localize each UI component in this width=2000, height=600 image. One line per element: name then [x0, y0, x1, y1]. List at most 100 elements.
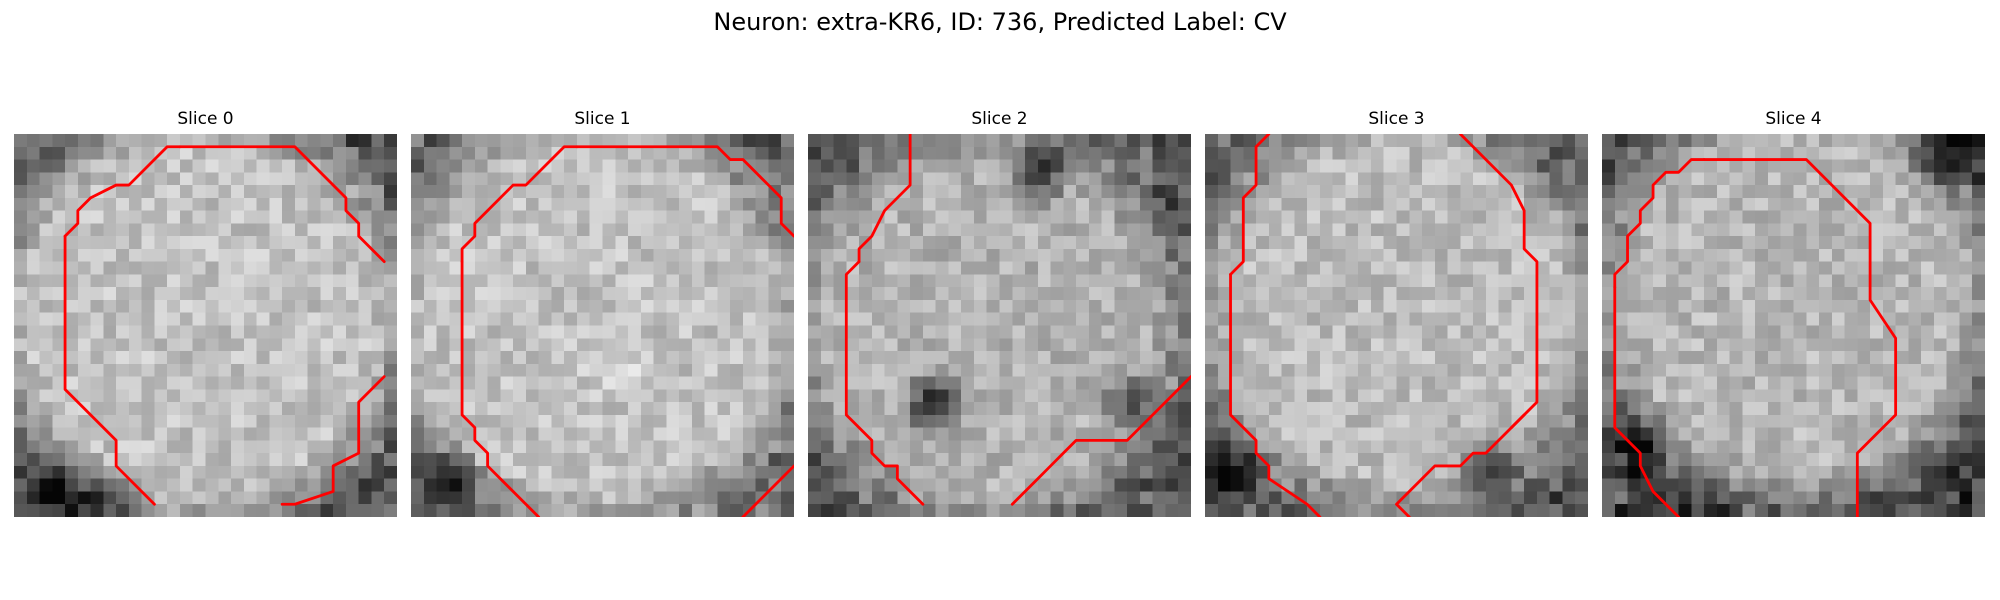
- image-pixel: [1767, 248, 1781, 262]
- image-pixel: [14, 338, 28, 352]
- image-pixel: [525, 414, 539, 428]
- image-pixel: [833, 325, 847, 339]
- image-pixel: [1447, 159, 1461, 173]
- image-pixel: [1895, 185, 1909, 199]
- image-pixel: [615, 389, 629, 403]
- image-pixel: [1127, 453, 1141, 467]
- image-pixel: [1908, 504, 1922, 517]
- image-pixel: [179, 223, 193, 237]
- image-pixel: [1831, 465, 1845, 479]
- image-pixel: [1793, 248, 1807, 262]
- image-pixel: [564, 223, 578, 237]
- image-pixel: [602, 159, 616, 173]
- image-pixel: [14, 363, 28, 377]
- image-pixel: [39, 465, 53, 479]
- image-pixel: [1063, 427, 1077, 441]
- image-pixel: [1665, 197, 1679, 211]
- image-pixel: [666, 414, 680, 428]
- image-pixel: [179, 504, 193, 517]
- image-pixel: [77, 312, 91, 326]
- image-pixel: [1447, 210, 1461, 224]
- image-pixel: [462, 223, 476, 237]
- image-pixel: [1882, 363, 1896, 377]
- image-pixel: [474, 185, 488, 199]
- image-pixel: [1498, 414, 1512, 428]
- image-pixel: [1755, 402, 1769, 416]
- image-pixel: [808, 338, 822, 352]
- image-pixel: [333, 414, 347, 428]
- image-pixel: [231, 287, 245, 301]
- image-pixel: [1307, 146, 1321, 160]
- image-pixel: [1422, 325, 1436, 339]
- image-pixel: [345, 274, 359, 288]
- image-pixel: [859, 185, 873, 199]
- image-pixel: [525, 248, 539, 262]
- image-pixel: [1307, 453, 1321, 467]
- image-pixel: [1946, 236, 1960, 250]
- image-pixel: [1755, 414, 1769, 428]
- image-pixel: [294, 440, 308, 454]
- image-pixel: [1127, 389, 1141, 403]
- image-pixel: [1396, 376, 1410, 390]
- image-pixel: [90, 236, 104, 250]
- image-pixel: [666, 440, 680, 454]
- image-pixel: [1895, 389, 1909, 403]
- image-pixel: [500, 287, 514, 301]
- image-pixel: [1780, 146, 1794, 160]
- image-pixel: [1152, 389, 1166, 403]
- image-pixel: [1370, 261, 1384, 275]
- image-pixel: [128, 376, 142, 390]
- image-pixel: [1217, 261, 1231, 275]
- image-pixel: [833, 159, 847, 173]
- image-pixel: [65, 504, 79, 517]
- image-pixel: [449, 414, 463, 428]
- image-pixel: [1793, 159, 1807, 173]
- image-pixel: [474, 478, 488, 492]
- image-pixel: [462, 465, 476, 479]
- image-pixel: [141, 248, 155, 262]
- image-pixel: [910, 465, 924, 479]
- image-pixel: [666, 287, 680, 301]
- image-pixel: [1012, 478, 1026, 492]
- image-pixel: [1575, 478, 1588, 492]
- image-pixel: [1831, 453, 1845, 467]
- image-pixel: [320, 376, 334, 390]
- image-pixel: [128, 223, 142, 237]
- image-pixel: [615, 376, 629, 390]
- image-pixel: [1921, 261, 1935, 275]
- image-pixel: [1370, 146, 1384, 160]
- image-pixel: [358, 427, 372, 441]
- image-pixel: [358, 210, 372, 224]
- image-pixel: [1536, 478, 1550, 492]
- image-pixel: [1205, 427, 1219, 441]
- image-pixel: [1780, 312, 1794, 326]
- image-pixel: [103, 465, 117, 479]
- image-pixel: [1908, 299, 1922, 313]
- image-pixel: [1691, 465, 1705, 479]
- image-pixel: [1076, 376, 1090, 390]
- image-pixel: [269, 312, 283, 326]
- image-pixel: [205, 261, 219, 275]
- image-pixel: [1460, 465, 1474, 479]
- image-pixel: [1088, 491, 1102, 505]
- image-pixel: [14, 389, 28, 403]
- image-pixel: [576, 134, 590, 148]
- image-pixel: [1485, 351, 1499, 365]
- image-pixel: [628, 236, 642, 250]
- image-pixel: [910, 236, 924, 250]
- image-pixel: [1152, 236, 1166, 250]
- image-pixel: [1127, 172, 1141, 186]
- image-pixel: [1256, 465, 1270, 479]
- image-pixel: [589, 465, 603, 479]
- image-pixel: [1012, 402, 1026, 416]
- image-pixel: [77, 248, 91, 262]
- image-pixel: [436, 491, 450, 505]
- image-pixel: [52, 376, 66, 390]
- image-pixel: [307, 376, 321, 390]
- image-pixel: [884, 363, 898, 377]
- image-pixel: [205, 402, 219, 416]
- image-pixel: [423, 402, 437, 416]
- image-pixel: [192, 248, 206, 262]
- image-pixel: [666, 159, 680, 173]
- image-pixel: [666, 210, 680, 224]
